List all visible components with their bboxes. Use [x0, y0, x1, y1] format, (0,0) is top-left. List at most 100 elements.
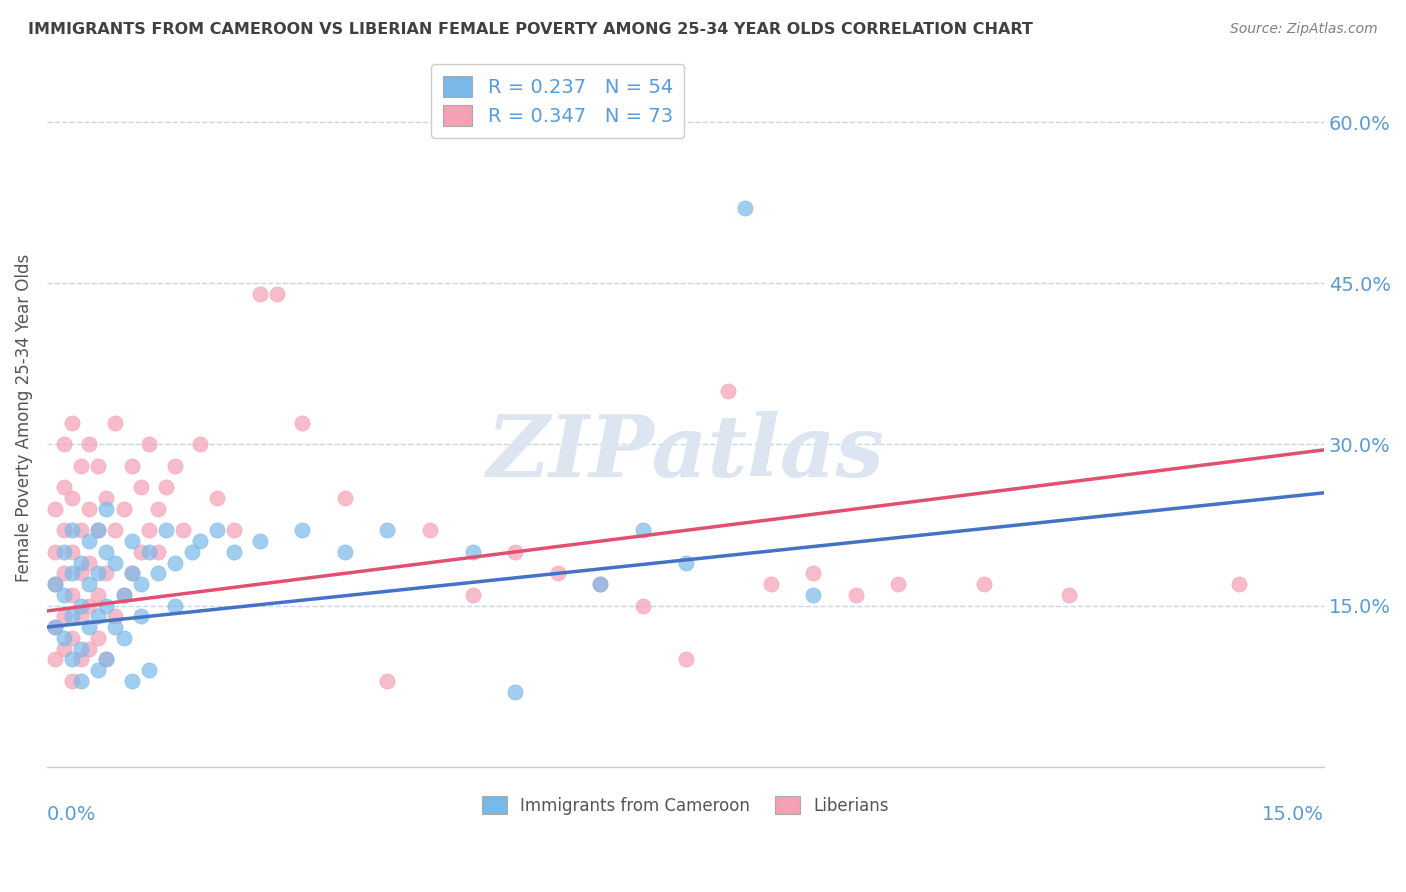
Point: [52, 631, 75, 645]
Point: [205, 524, 228, 538]
Point: [291, 416, 314, 430]
Point: [205, 491, 228, 505]
Point: [845, 588, 868, 602]
Point: [589, 577, 612, 591]
Point: [87, 609, 110, 624]
Point: [79, 534, 101, 549]
Point: [44, 620, 66, 634]
Point: [62, 631, 84, 645]
Point: [146, 545, 169, 559]
Point: [249, 287, 271, 301]
Point: [121, 673, 143, 688]
Point: [52, 641, 75, 656]
Point: [224, 524, 246, 538]
Point: [79, 437, 101, 451]
Point: [112, 631, 135, 645]
Point: [70, 652, 93, 666]
Point: [163, 599, 186, 613]
Point: [62, 524, 84, 538]
Point: [129, 609, 152, 624]
Point: [104, 416, 127, 430]
Point: [96, 652, 118, 666]
Point: [112, 502, 135, 516]
Point: [52, 437, 75, 451]
Point: [87, 663, 110, 677]
Point: [52, 524, 75, 538]
Point: [188, 437, 211, 451]
Point: [146, 566, 169, 581]
Point: [163, 556, 186, 570]
Point: [70, 673, 93, 688]
Point: [96, 599, 118, 613]
Point: [759, 577, 782, 591]
Point: [801, 566, 824, 581]
Text: IMMIGRANTS FROM CAMEROON VS LIBERIAN FEMALE POVERTY AMONG 25-34 YEAR OLDS CORREL: IMMIGRANTS FROM CAMEROON VS LIBERIAN FEM…: [28, 22, 1033, 37]
Point: [138, 545, 160, 559]
Point: [333, 491, 356, 505]
Point: [1057, 588, 1080, 602]
Point: [146, 502, 169, 516]
Point: [129, 480, 152, 494]
Point: [44, 620, 66, 634]
Point: [52, 480, 75, 494]
Point: [121, 458, 143, 473]
Point: [112, 588, 135, 602]
Point: [461, 545, 484, 559]
Point: [172, 524, 194, 538]
Point: [973, 577, 995, 591]
Point: [675, 556, 697, 570]
Point: [87, 631, 110, 645]
Point: [155, 524, 177, 538]
Point: [87, 588, 110, 602]
Point: [138, 663, 160, 677]
Point: [138, 437, 160, 451]
Point: [104, 524, 127, 538]
Point: [52, 588, 75, 602]
Point: [70, 609, 93, 624]
Point: [180, 545, 202, 559]
Point: [631, 599, 654, 613]
Point: [87, 458, 110, 473]
Text: 15.0%: 15.0%: [1263, 805, 1324, 824]
Y-axis label: Female Poverty Among 25-34 Year Olds: Female Poverty Among 25-34 Year Olds: [15, 253, 32, 582]
Point: [87, 524, 110, 538]
Point: [79, 502, 101, 516]
Point: [79, 577, 101, 591]
Point: [1227, 577, 1250, 591]
Point: [96, 545, 118, 559]
Point: [121, 534, 143, 549]
Point: [96, 566, 118, 581]
Point: [44, 545, 66, 559]
Point: [631, 524, 654, 538]
Point: [249, 534, 271, 549]
Point: [62, 673, 84, 688]
Point: [155, 480, 177, 494]
Point: [224, 545, 246, 559]
Point: [333, 545, 356, 559]
Point: [291, 524, 314, 538]
Point: [188, 534, 211, 549]
Legend: Immigrants from Cameroon, Liberians: Immigrants from Cameroon, Liberians: [475, 789, 896, 822]
Point: [44, 652, 66, 666]
Point: [52, 566, 75, 581]
Point: [734, 201, 756, 215]
Point: [44, 577, 66, 591]
Point: [121, 566, 143, 581]
Point: [62, 588, 84, 602]
Point: [87, 524, 110, 538]
Text: Source: ZipAtlas.com: Source: ZipAtlas.com: [1230, 22, 1378, 37]
Point: [79, 641, 101, 656]
Point: [887, 577, 910, 591]
Point: [138, 524, 160, 538]
Point: [675, 652, 697, 666]
Point: [377, 524, 399, 538]
Point: [44, 502, 66, 516]
Point: [547, 566, 569, 581]
Point: [419, 524, 441, 538]
Text: ZIPatlas: ZIPatlas: [486, 411, 884, 494]
Point: [129, 577, 152, 591]
Point: [112, 588, 135, 602]
Point: [503, 545, 526, 559]
Point: [62, 491, 84, 505]
Point: [62, 609, 84, 624]
